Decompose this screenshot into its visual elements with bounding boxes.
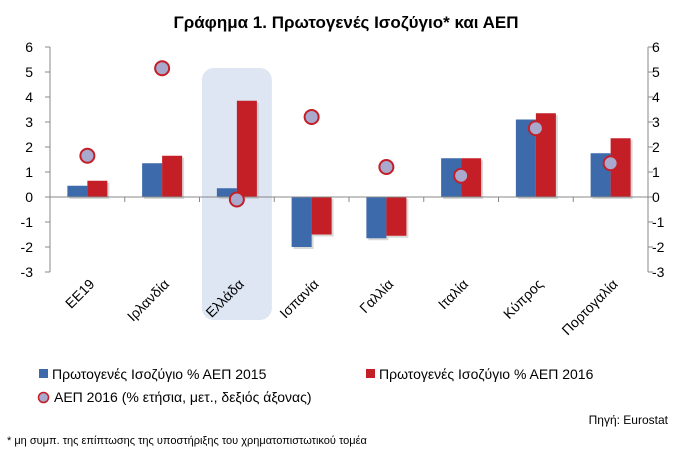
bar-2016 xyxy=(87,180,108,197)
legend-marker-gdp xyxy=(37,391,50,404)
right-tick-label: 4 xyxy=(652,89,660,105)
gdp-marker xyxy=(453,167,470,184)
left-axis-ticks: 6 5 4 3 2 1 0 -1 -2 -3 xyxy=(21,39,50,280)
gdp-markers xyxy=(79,60,619,208)
left-tick-label: 4 xyxy=(25,89,33,105)
gdp-marker xyxy=(228,191,245,208)
left-tick-label: -1 xyxy=(21,214,34,230)
legend-label-2016: Πρωτογενές Ισοζύγιο % ΑΕΠ 2016 xyxy=(379,366,594,382)
left-tick-label: 2 xyxy=(25,139,33,155)
bar-series xyxy=(67,100,633,249)
gdp-marker xyxy=(303,109,320,125)
category-label: Κύπρος xyxy=(500,276,546,322)
left-tick-label: 6 xyxy=(25,39,33,55)
gdp-marker xyxy=(602,155,619,172)
right-tick-label: 3 xyxy=(652,114,660,130)
left-tick-label: 3 xyxy=(25,114,33,130)
left-tick-label: 0 xyxy=(25,189,33,205)
chart-title: Γράφημα 1. Πρωτογενές Ισοζύγιο* και ΑΕΠ xyxy=(173,13,518,32)
bar-2015 xyxy=(515,119,536,197)
left-tick-label: -2 xyxy=(21,239,34,255)
legend-label-gdp: ΑΕΠ 2016 (% ετήσια, μετ., δεξιός άξονας) xyxy=(54,389,312,405)
gdp-marker xyxy=(79,147,96,164)
legend-swatch-2016 xyxy=(366,369,375,378)
right-tick-label: 0 xyxy=(652,189,660,205)
legend: Πρωτογενές Ισοζύγιο % ΑΕΠ 2015 Πρωτογενέ… xyxy=(37,366,594,405)
left-tick-label: 5 xyxy=(25,64,33,80)
category-label: Πορτογαλία xyxy=(558,276,620,338)
bar-2015 xyxy=(67,185,88,197)
right-axis-ticks: 6 5 4 3 2 1 0 -1 -2 -3 xyxy=(648,39,665,280)
right-tick-label: 1 xyxy=(652,164,660,180)
legend-item-gdp: ΑΕΠ 2016 (% ετήσια, μετ., δεξιός άξονας) xyxy=(37,389,312,405)
right-tick-label: -2 xyxy=(652,239,665,255)
right-tick-label: 2 xyxy=(652,139,660,155)
category-labels: ΕΕ19 Ιρλανδία Ελλάδα Ισπανία Γαλλία Ιταλία Κύπ… xyxy=(62,276,621,338)
bar-2015 xyxy=(441,158,462,197)
bar-2015 xyxy=(142,163,163,197)
right-tick-label: -1 xyxy=(652,214,665,230)
left-tick-label: 1 xyxy=(25,164,33,180)
bar-2015 xyxy=(216,188,237,197)
gdp-marker xyxy=(378,159,395,175)
bar-2016 xyxy=(311,197,332,235)
bar-2015 xyxy=(366,197,387,239)
legend-label-2015: Πρωτογενές Ισοζύγιο % ΑΕΠ 2015 xyxy=(52,366,267,382)
legend-item-2016: Πρωτογενές Ισοζύγιο % ΑΕΠ 2016 xyxy=(366,366,594,382)
bar-2016 xyxy=(386,197,407,236)
right-tick-label: -3 xyxy=(652,264,665,280)
bar-2016 xyxy=(236,100,257,197)
bar-2015 xyxy=(291,197,312,247)
bar-2016 xyxy=(162,155,183,197)
gdp-marker xyxy=(527,120,544,137)
right-tick-label: 6 xyxy=(652,39,660,55)
source-note: Πηγή: Eurostat xyxy=(589,413,669,427)
right-tick-label: 5 xyxy=(652,64,660,80)
category-label: Ιρλανδία xyxy=(124,276,172,324)
category-label: Ιταλία xyxy=(435,276,471,312)
category-label: Γαλλία xyxy=(356,276,396,316)
bar-2016 xyxy=(461,158,482,197)
bar-2016 xyxy=(610,138,631,197)
category-label: ΕΕ19 xyxy=(62,276,98,312)
legend-item-2015: Πρωτογενές Ισοζύγιο % ΑΕΠ 2015 xyxy=(39,366,267,382)
left-tick-label: -3 xyxy=(21,264,34,280)
category-label: Ισπανία xyxy=(276,276,321,321)
footnote: * μη συμπ. της επίπτωσης της υποστήριξης… xyxy=(7,435,368,447)
legend-swatch-2015 xyxy=(39,369,48,378)
gdp-marker xyxy=(154,60,171,77)
